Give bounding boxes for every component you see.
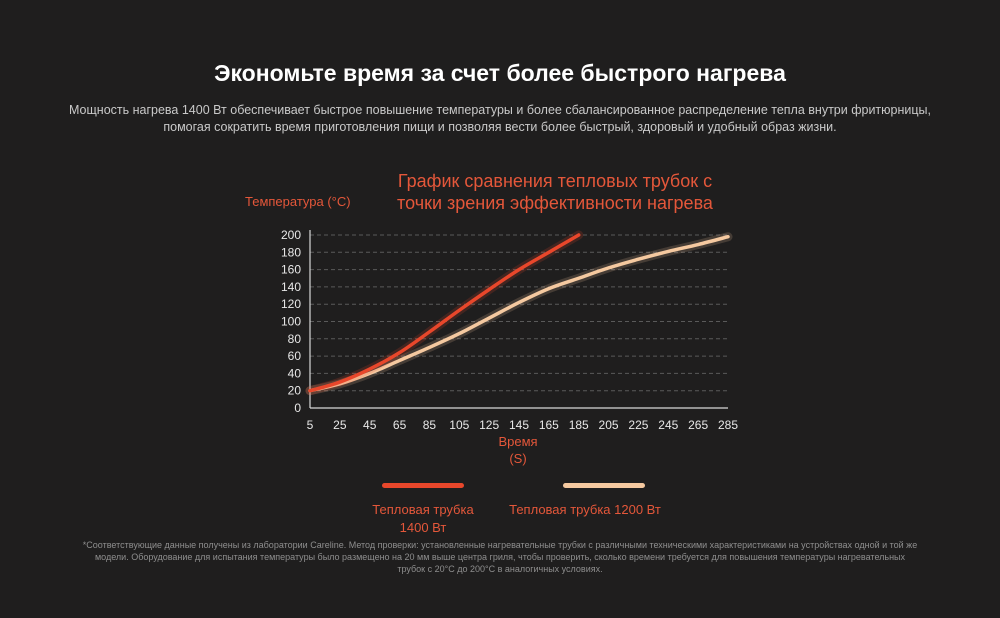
- y-tick-label: 100: [281, 315, 301, 329]
- y-tick-label: 20: [288, 384, 302, 398]
- x-tick-label: 65: [393, 418, 407, 432]
- y-tick-label: 120: [281, 297, 301, 311]
- legend-entry: Тепловая трубка 1200 Вт: [500, 501, 670, 519]
- y-tick-labels: 0 20 40 60 80 100 120 140 160 180 200: [281, 228, 301, 415]
- page-subtitle: Мощность нагрева 1400 Вт обеспечивает бы…: [69, 103, 931, 134]
- x-tick-label: 165: [539, 418, 559, 432]
- x-tick-label: 25: [333, 418, 347, 432]
- footnote: *Соответствующие данные получены из лабо…: [82, 540, 918, 574]
- x-axis-label: Время (S): [488, 433, 548, 467]
- y-tick-label: 200: [281, 228, 301, 242]
- x-tick-labels: 5 25 45 65 85 105 125 145 165 185 205 225 245 265 285: [307, 418, 739, 432]
- x-tick-label: 265: [688, 418, 708, 432]
- series-lines: [305, 230, 733, 396]
- page-title: Экономьте время за счет более быстрого н…: [214, 60, 786, 86]
- y-tick-label: 160: [281, 263, 301, 277]
- legend-label: Тепловая трубка 1200 Вт: [509, 502, 661, 517]
- x-tick-label: 205: [599, 418, 619, 432]
- x-axis-label-line2: (S): [509, 451, 527, 466]
- x-axis-label-line1: Время: [498, 434, 538, 449]
- y-tick-label: 180: [281, 245, 301, 259]
- series-1400w-line: [308, 233, 581, 393]
- x-tick-label: 45: [363, 418, 377, 432]
- x-tick-label: 245: [658, 418, 678, 432]
- y-tick-label: 140: [281, 280, 301, 294]
- legend-swatch: [382, 483, 464, 488]
- axes: [309, 230, 728, 409]
- y-tick-label: 80: [288, 332, 302, 346]
- x-tick-label: 85: [423, 418, 437, 432]
- x-tick-label: 125: [479, 418, 499, 432]
- x-tick-label: 5: [307, 418, 314, 432]
- chart-title: График сравнения тепловых трубок с точки…: [397, 171, 713, 213]
- legend-label: 1400 Вт: [399, 520, 447, 535]
- x-tick-label: 285: [718, 418, 738, 432]
- x-tick-label: 105: [449, 418, 469, 432]
- legend-label: Тепловая трубка: [372, 502, 474, 517]
- y-tick-label: 60: [288, 349, 302, 363]
- y-tick-label: 40: [288, 366, 302, 380]
- x-tick-label: 185: [569, 418, 589, 432]
- x-tick-label: 145: [509, 418, 529, 432]
- series-1200w-line: [308, 234, 730, 393]
- legend-swatch: [563, 483, 645, 488]
- x-tick-label: 225: [628, 418, 648, 432]
- y-axis-label: Температура (°C): [245, 194, 351, 209]
- legend-entry: Тепловая трубка 1400 Вт: [360, 501, 486, 537]
- y-tick-label: 0: [294, 401, 301, 415]
